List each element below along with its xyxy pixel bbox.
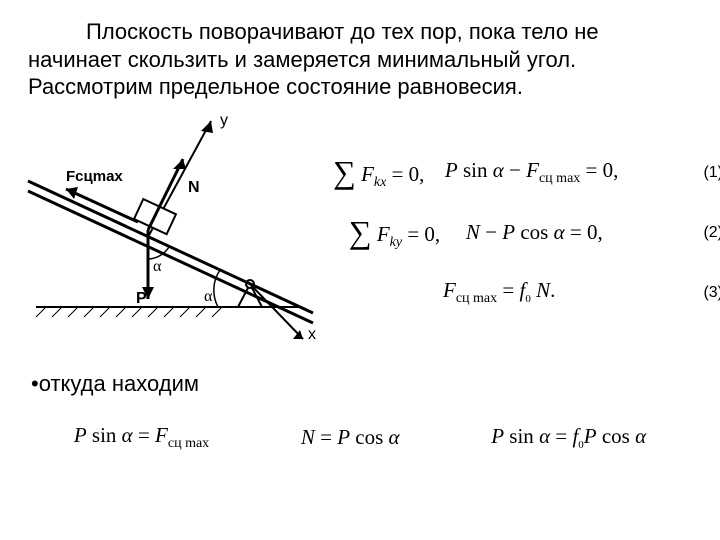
paragraph-text: Плоскость поворачивают до тех пор, пока … [28, 19, 599, 99]
equation-1: ∑ Fkx = 0, P sin α − Fсц max = 0, (1) [333, 143, 720, 203]
label-P: P [136, 290, 147, 307]
equation-3: Fсц max = f0 N. (3) [333, 263, 720, 323]
equation-block: ∑ Fkx = 0, P sin α − Fсц max = 0, (1) ∑ … [333, 143, 720, 323]
eq3-number: (3) [703, 284, 720, 302]
label-x: x [308, 326, 316, 343]
eq2-number: (2) [703, 224, 720, 242]
label-alpha1: α [153, 258, 162, 275]
content-row: y x N P Fсцmax α α ∑ Fkx = 0, P sin α − … [28, 107, 692, 367]
equation-2: ∑ Fky = 0, N − P cos α = 0, (2) [333, 203, 720, 263]
incline-diagram: y x N P Fсцmax α α [18, 107, 328, 357]
label-y: y [220, 112, 228, 129]
equation-5: N = P cos α [301, 425, 400, 450]
label-F: Fсцmax [66, 168, 123, 185]
label-N: N [188, 179, 200, 196]
intro-paragraph: Плоскость поворачивают до тех пор, пока … [28, 18, 692, 101]
bottom-equations: P sin α = Fсц max N = P cos α P sin α = … [28, 423, 692, 452]
eq1-number: (1) [703, 164, 720, 182]
equation-6: P sin α = f0P cos α [491, 424, 646, 451]
equation-4: P sin α = Fсц max [74, 423, 209, 452]
conclusion-line: •откуда находим [31, 371, 692, 397]
page: Плоскость поворачивают до тех пор, пока … [0, 0, 720, 540]
label-alpha2: α [204, 288, 213, 305]
